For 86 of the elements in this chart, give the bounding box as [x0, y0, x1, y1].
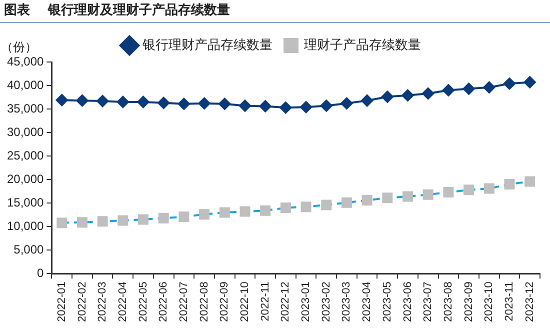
- y-tick-label: 15,000: [7, 195, 44, 210]
- point: [402, 89, 414, 102]
- x-tick-label: 2022-10: [239, 282, 252, 322]
- y-tick-label: 20,000: [7, 172, 44, 186]
- y-tick-label: 0: [37, 266, 44, 280]
- point: [178, 98, 190, 110]
- point: [178, 211, 190, 222]
- point: [280, 202, 291, 214]
- point: [483, 81, 496, 94]
- x-tick-label: 2022-08: [198, 282, 210, 322]
- y-tick-label: 10,000: [7, 218, 44, 233]
- point: [484, 183, 494, 194]
- y-tick-label: 5,000: [14, 242, 44, 256]
- point: [259, 100, 272, 112]
- x-tick-label: 2023-12: [524, 282, 536, 322]
- x-tick-label: 2023-03: [340, 282, 353, 322]
- point: [158, 212, 169, 224]
- point: [218, 98, 231, 110]
- y-tick-label: 35,000: [7, 101, 44, 116]
- x-tick-label: 2023-02: [320, 282, 332, 322]
- x-tick-label: 2023-05: [381, 282, 394, 322]
- point: [340, 97, 353, 110]
- point: [503, 78, 516, 90]
- point: [464, 184, 474, 196]
- y-axis-title: （份）: [1, 40, 37, 54]
- point: [219, 207, 230, 218]
- point: [443, 187, 454, 198]
- point: [198, 97, 210, 110]
- point: [462, 82, 475, 95]
- point: [402, 191, 413, 202]
- point: [361, 94, 374, 107]
- x-tick-label: 2022-02: [76, 282, 88, 322]
- x-tick-label: 2022-05: [137, 282, 150, 322]
- y-tick-label: 45,000: [7, 54, 44, 68]
- legend-label: 理财子产品存续数量: [304, 38, 421, 53]
- point: [238, 100, 251, 112]
- point: [158, 96, 170, 109]
- point: [422, 88, 434, 100]
- point: [341, 197, 352, 208]
- y-tick-label: 40,000: [7, 78, 44, 92]
- point: [137, 96, 150, 108]
- x-tick-label: 2022-04: [116, 282, 129, 322]
- point: [524, 76, 536, 88]
- x-tick-label: 2022-11: [259, 282, 272, 322]
- x-tick-label: 2022-01: [56, 282, 68, 322]
- point: [321, 200, 332, 210]
- point: [240, 206, 250, 217]
- x-tick-label: 2023-04: [361, 282, 374, 322]
- x-tick-label: 2023-01: [300, 282, 312, 322]
- point: [199, 209, 210, 220]
- x-tick-label: 2023-10: [483, 282, 496, 322]
- legend-label: 银行理财产品存续数量: [142, 38, 272, 53]
- point: [362, 195, 372, 206]
- point: [56, 94, 68, 106]
- point: [97, 216, 108, 227]
- x-tick-label: 2022-03: [96, 282, 109, 322]
- point: [442, 84, 454, 96]
- x-tick-label: 2022-12: [280, 282, 292, 322]
- x-tick-label: 2023-09: [462, 282, 475, 322]
- x-tick-label: 2023-06: [402, 282, 414, 322]
- point: [300, 202, 312, 212]
- point: [381, 90, 394, 103]
- point: [524, 176, 536, 187]
- y-tick-label: 25,000: [7, 148, 44, 162]
- point: [76, 94, 88, 107]
- point: [300, 101, 312, 114]
- point: [382, 192, 393, 204]
- point: [56, 218, 68, 228]
- x-tick-label: 2022-09: [218, 282, 231, 322]
- x-tick-label: 2022-06: [158, 282, 170, 322]
- point: [280, 102, 292, 114]
- x-tick-label: 2023-08: [442, 282, 454, 322]
- point: [320, 100, 332, 112]
- point: [504, 179, 515, 190]
- y-tick-label: 30,000: [7, 124, 44, 139]
- x-tick-label: 2022-07: [178, 282, 190, 322]
- x-tick-label: 2023-11: [504, 282, 516, 322]
- point: [138, 214, 148, 225]
- point: [96, 95, 109, 108]
- point: [76, 217, 88, 228]
- point: [118, 215, 128, 226]
- chart-title: 图表 银行理财及理财子产品存续数量: [0, 0, 550, 23]
- point: [260, 205, 271, 216]
- x-tick-label: 2023-07: [422, 282, 434, 322]
- point: [422, 189, 434, 200]
- point: [116, 96, 129, 108]
